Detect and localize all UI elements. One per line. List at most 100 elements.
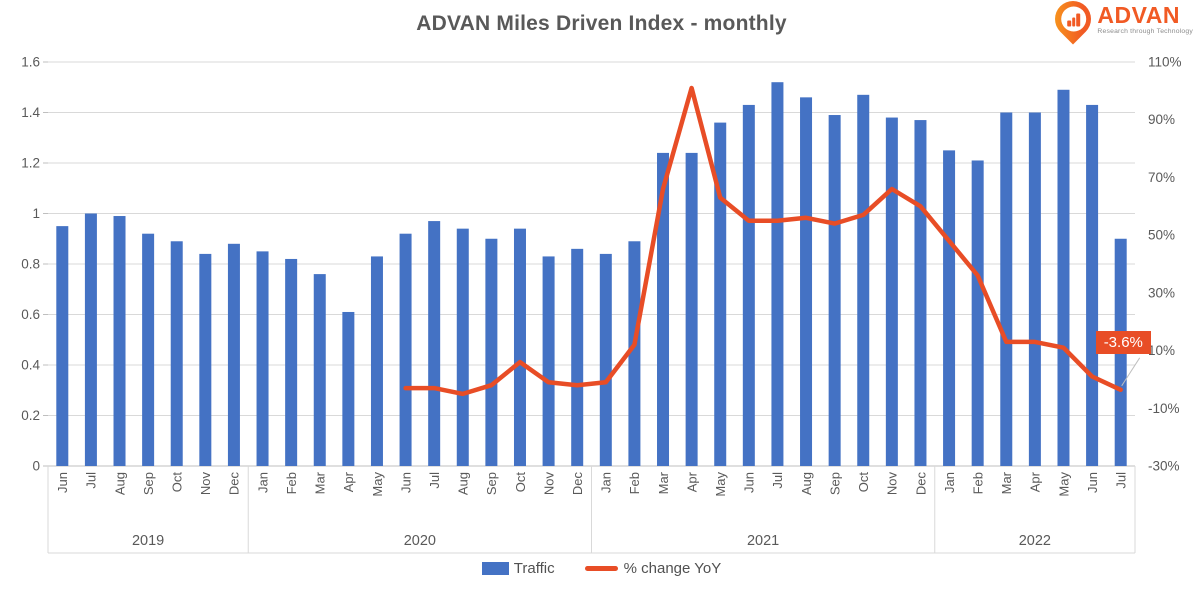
- x-month-label: Apr: [1028, 471, 1043, 492]
- legend-yoy-label: % change YoY: [623, 560, 722, 577]
- traffic-bar: [428, 221, 441, 466]
- x-month-label: Feb: [970, 472, 985, 494]
- x-month-label: Sep: [827, 472, 842, 495]
- x-month-label: Jan: [942, 472, 957, 493]
- traffic-bar: [285, 258, 298, 466]
- legend-traffic-label: Traffic: [513, 560, 555, 577]
- x-month-label: Mar: [999, 471, 1014, 494]
- x-month-label: Feb: [627, 472, 642, 494]
- traffic-bar: [1028, 112, 1041, 466]
- left-axis-tick-label: 0: [32, 459, 40, 474]
- traffic-bar: [885, 117, 898, 467]
- traffic-bar: [56, 226, 69, 466]
- traffic-bar: [227, 243, 240, 466]
- x-month-label: Aug: [112, 472, 127, 495]
- traffic-bar: [800, 97, 813, 466]
- traffic-bar: [199, 253, 212, 466]
- traffic-bar: [170, 241, 183, 466]
- x-month-label: Jun: [1085, 472, 1100, 493]
- traffic-bar: [313, 274, 326, 466]
- x-month-label: Jul: [84, 472, 99, 489]
- x-year-label: 2020: [404, 533, 436, 549]
- traffic-bar: [456, 228, 469, 466]
- traffic-bar: [771, 82, 784, 466]
- x-month-label: Mar: [656, 471, 671, 494]
- x-year-label: 2022: [1019, 533, 1051, 549]
- traffic-bar: [742, 104, 755, 467]
- right-axis-tick-label: -10%: [1148, 401, 1180, 416]
- x-month-label: May: [713, 472, 728, 497]
- left-axis-tick-label: 1.2: [21, 156, 40, 171]
- chart-legend: Traffic % change YoY: [0, 560, 1203, 577]
- traffic-bar: [714, 122, 727, 466]
- x-month-label: Sep: [484, 472, 499, 495]
- logo-tagline: Research through Technology: [1097, 28, 1193, 36]
- traffic-bar: [485, 238, 498, 466]
- x-month-label: Nov: [541, 472, 556, 496]
- logo-text: ADVAN Research through Technology: [1097, 4, 1193, 36]
- x-month-label: Oct: [856, 472, 871, 493]
- traffic-bar: [1057, 89, 1070, 467]
- traffic-bar: [399, 233, 412, 466]
- x-month-label: Jun: [742, 472, 757, 493]
- left-axis-tick-label: 0.8: [21, 257, 40, 272]
- traffic-bar: [599, 253, 612, 466]
- traffic-bar: [256, 251, 269, 466]
- right-axis-tick-label: 70%: [1148, 170, 1175, 185]
- x-month-label: Nov: [198, 472, 213, 496]
- chart-title: ADVAN Miles Driven Index - monthly: [416, 12, 787, 35]
- traffic-bar: [1000, 112, 1013, 466]
- traffic-swatch-icon: [481, 562, 509, 575]
- x-month-label: Jul: [1113, 472, 1128, 489]
- data-label-leader-line: [1121, 357, 1141, 387]
- traffic-bar: [1086, 104, 1099, 467]
- traffic-bar: [628, 241, 641, 466]
- x-month-label: May: [1056, 472, 1071, 497]
- x-month-label: Oct: [513, 472, 528, 493]
- x-month-label: Oct: [170, 472, 185, 493]
- right-axis-tick-label: 10%: [1148, 343, 1175, 358]
- x-month-label: Jul: [427, 472, 442, 489]
- x-month-label: Apr: [341, 471, 356, 492]
- yoy-last-point-data-label: -3.6%: [1095, 330, 1151, 354]
- traffic-bar: [142, 233, 155, 466]
- x-month-label: Aug: [456, 472, 471, 495]
- x-month-label: Nov: [885, 472, 900, 496]
- left-axis-tick-label: 0.2: [21, 408, 40, 423]
- right-axis-tick-label: 110%: [1148, 55, 1182, 70]
- x-month-label: May: [370, 472, 385, 497]
- x-month-label: Apr: [684, 471, 699, 492]
- right-axis-tick-label: 90%: [1148, 112, 1175, 127]
- advan-logo: ADVAN Research through Technology: [1047, 0, 1193, 45]
- left-axis-tick-label: 1: [32, 206, 40, 221]
- left-axis-tick-label: 0.6: [21, 307, 40, 322]
- traffic-bar: [685, 152, 698, 466]
- traffic-bar: [657, 152, 670, 466]
- x-month-label: Jan: [255, 472, 270, 493]
- traffic-bar: [513, 228, 526, 466]
- x-month-label: Aug: [799, 472, 814, 495]
- traffic-bar: [857, 94, 870, 466]
- right-axis-tick-label: 30%: [1148, 285, 1175, 300]
- x-month-label: Dec: [227, 472, 242, 496]
- x-month-label: Dec: [913, 472, 928, 496]
- yoy-swatch-icon: [584, 566, 618, 571]
- right-axis-tick-label: -30%: [1148, 459, 1180, 474]
- legend-item-yoy: % change YoY: [584, 560, 722, 577]
- yoy-line: [403, 85, 1123, 397]
- left-axis-tick-label: 0.4: [21, 358, 40, 373]
- traffic-bar: [542, 256, 555, 466]
- x-month-label: Jun: [398, 472, 413, 493]
- x-month-label: Sep: [141, 472, 156, 495]
- x-year-label: 2019: [132, 533, 164, 549]
- traffic-bar: [342, 311, 355, 466]
- x-month-label: Jun: [55, 472, 70, 493]
- x-year-label: 2021: [747, 533, 779, 549]
- right-axis-tick-label: 50%: [1148, 228, 1175, 243]
- left-axis-tick-label: 1.6: [21, 55, 40, 70]
- legend-item-traffic: Traffic: [481, 560, 555, 577]
- left-axis-tick-label: 1.4: [21, 105, 40, 120]
- x-month-label: Dec: [570, 472, 585, 496]
